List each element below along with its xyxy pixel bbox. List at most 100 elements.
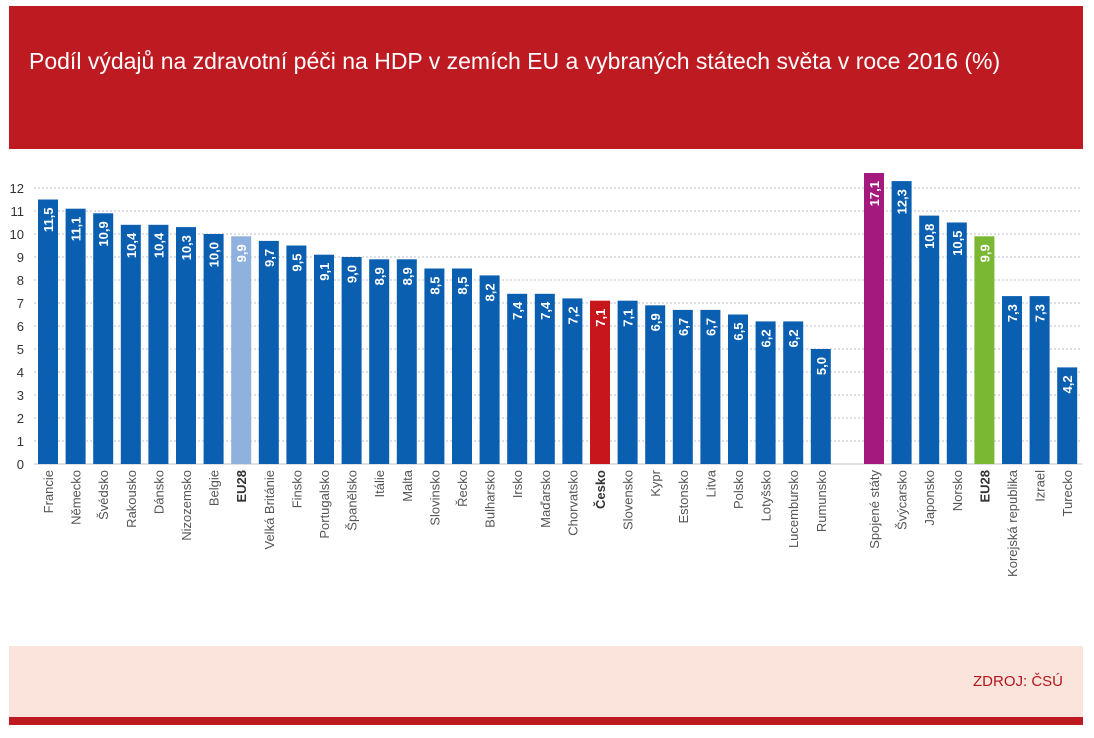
y-tick-label: 10 [10,227,24,242]
bar [810,349,831,464]
bar-value-label: 7,1 [593,309,608,327]
y-tick-label: 9 [17,250,24,265]
chart-title: Podíl výdajů na zdravotní péči na HDP v … [29,48,1001,74]
bar [700,309,721,464]
bar-value-label: 8,9 [372,267,387,285]
bar-value-label: 7,3 [1005,304,1020,322]
category-label: Litva [703,469,718,497]
category-label: Rakousko [124,470,139,528]
bar [93,213,114,464]
bar [617,300,638,464]
bar-value-label: 6,7 [676,318,691,336]
category-label: Chorvatsko [565,470,580,536]
bar-value-label: 8,5 [427,277,442,295]
bar [562,298,583,464]
bar-value-label: 7,4 [510,301,525,320]
category-label: Švýcarsko [895,470,910,530]
bar-value-label: 7,2 [565,306,580,324]
bar-value-label: 8,9 [400,267,415,285]
y-tick-label: 8 [17,273,24,288]
category-label: EU28 [234,470,249,503]
category-label: Korejská republika [1005,469,1020,577]
category-label: Japonsko [922,470,937,526]
category-label: Slovensko [621,470,636,530]
category-label: Rumunsko [814,470,829,532]
category-label: Belgie [207,470,222,506]
bar-value-label: 8,5 [455,277,470,295]
y-tick-label: 6 [17,319,24,334]
bar-value-label: 7,3 [1033,304,1048,322]
bar-value-label: 4,2 [1060,375,1075,393]
category-label: Malta [400,469,415,502]
bar-value-label: 10,9 [96,221,111,246]
bar-value-label: 9,0 [345,265,360,283]
category-label: Lucembursko [786,470,801,548]
bar [65,208,86,464]
bar-value-label: 12,3 [895,189,910,214]
category-label: Lotyšsko [759,470,774,521]
category-label: Řecko [455,470,470,507]
category-label: Švédsko [96,470,111,520]
y-tick-label: 12 [10,181,24,196]
bar [396,259,417,464]
category-label: Spojené státy [867,470,882,549]
source-label: ZDROJ: ČSÚ [973,673,1063,690]
bar [755,321,776,464]
category-label: Finsko [289,470,304,508]
bar [672,309,693,464]
bar [120,224,141,464]
bar [974,236,995,464]
bar-value-label: 10,4 [124,232,139,258]
bar-value-label: 9,9 [234,244,249,262]
footer-divider [9,717,1083,725]
category-label: Izrael [1033,470,1048,502]
bar [341,257,362,464]
category-label: Česko [593,470,608,509]
category-label: Polsko [731,470,746,509]
bar [946,222,967,464]
category-label: Francie [41,470,56,513]
category-label: Maďarsko [538,470,553,528]
bar-value-label: 17,1 [867,181,882,206]
category-label: Portugalsko [317,470,332,539]
y-tick-label: 4 [17,365,24,380]
chart-area: 0 1 2 3 4 5 6 7 8 9 10 11 12 11,5 Francie 11,1 Německo 10… [0,150,1094,640]
bar-value-label: 10,4 [151,232,166,258]
bar [176,227,196,464]
category-label: Dánsko [151,470,166,514]
y-tick-label: 0 [17,457,24,472]
bar [286,245,307,464]
bar-value-label: 6,2 [786,329,801,347]
bar-value-label: 7,4 [538,301,553,320]
y-tick-label: 11 [11,204,25,219]
bar-value-label: 6,2 [759,329,774,347]
bar [891,181,912,464]
bar [479,275,500,464]
bar-value-label: 10,8 [922,224,937,249]
bar [203,234,224,464]
bar-value-label: 9,7 [262,249,277,267]
bar [148,224,169,464]
category-label: Bulharsko [483,470,498,528]
y-tick-label: 1 [17,434,24,449]
bar [534,293,555,464]
bar-value-label: 11,5 [41,208,56,233]
bar [258,240,279,464]
bar-value-label: 9,9 [977,244,992,262]
bar [1002,296,1022,464]
bar-value-label: 8,2 [483,283,498,301]
category-label: Itálie [372,470,387,497]
bar [38,199,58,464]
footer-panel: ZDROJ: ČSÚ [9,646,1083,717]
bar [231,236,252,464]
bar [783,321,804,464]
category-label: Španělsko [345,470,360,531]
y-tick-label: 2 [17,411,24,426]
category-label: Velká Británie [262,470,277,550]
bar-value-label: 7,1 [621,309,636,327]
category-label: Nizozemsko [179,470,194,541]
category-label: Slovinsko [427,470,442,526]
category-label: Norsko [950,470,965,511]
bar-value-label: 6,5 [731,323,746,341]
bar-value-label: 10,3 [179,235,194,260]
